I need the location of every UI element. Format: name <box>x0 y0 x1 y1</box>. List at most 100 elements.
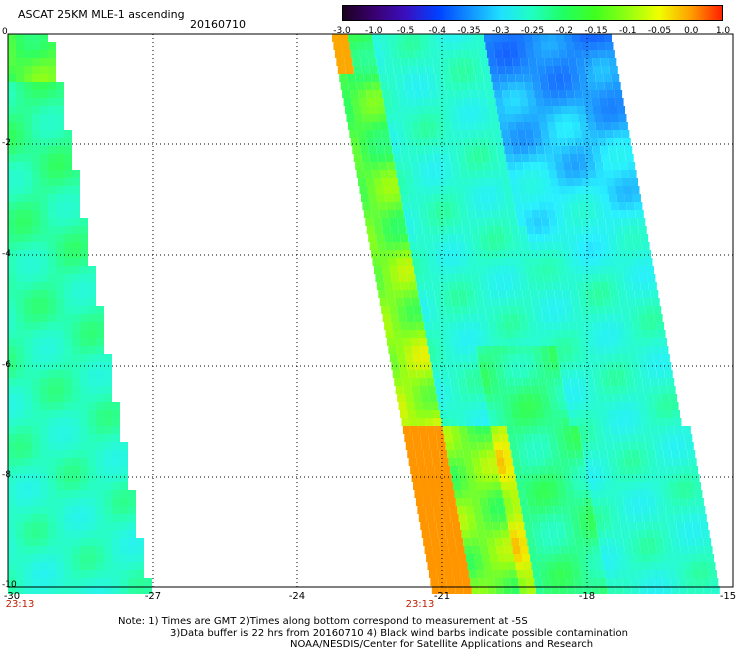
swath-cell <box>64 474 72 482</box>
swath-cell <box>501 306 510 314</box>
swath-cell <box>516 570 525 578</box>
swath-cell <box>120 538 128 546</box>
swath-cell <box>647 362 656 370</box>
swath-cell <box>534 90 543 98</box>
swath-cell <box>682 514 691 522</box>
swath-cell <box>438 138 447 146</box>
swath-cell <box>578 378 587 386</box>
swath-cell <box>454 90 463 98</box>
swath-cell <box>448 322 457 330</box>
swath-cell <box>579 386 588 394</box>
swath-cell <box>342 50 351 58</box>
swath-cell <box>515 74 524 82</box>
swath-cell <box>570 554 579 562</box>
swath-cell <box>499 122 508 130</box>
swath-cell <box>569 418 578 426</box>
swath-cell <box>589 42 598 50</box>
swath-cell <box>48 130 56 138</box>
swath-cell <box>397 42 406 50</box>
swath-cell <box>445 130 454 138</box>
swath-cell <box>527 98 536 106</box>
swath-cell <box>104 506 112 514</box>
swath-cell <box>64 506 72 514</box>
swath-cell <box>447 586 456 594</box>
swath-cell <box>80 498 88 506</box>
swath-cell <box>16 586 24 594</box>
swath-cell <box>450 202 459 210</box>
swath-cell <box>609 330 618 338</box>
swath-cell <box>554 290 563 298</box>
swath-cell <box>575 538 584 546</box>
swath-cell <box>128 578 136 586</box>
swath-cell <box>458 338 467 346</box>
swath-cell <box>72 514 80 522</box>
swath-cell <box>429 394 438 402</box>
swath-cell <box>569 66 578 74</box>
swath-cell <box>452 522 461 530</box>
swath-cell <box>24 570 32 578</box>
swath-cell <box>586 554 595 562</box>
swath-cell <box>687 450 696 458</box>
swath-cell <box>32 234 40 242</box>
swath-cell <box>80 482 88 490</box>
swath-cell <box>626 554 635 562</box>
swath-cell <box>648 322 657 330</box>
swath-cell <box>32 194 40 202</box>
swath-cell <box>432 194 441 202</box>
swath-cell <box>703 586 712 594</box>
swath-cell <box>622 314 631 322</box>
swath-cell <box>365 42 374 50</box>
swath-cell <box>533 354 542 362</box>
swath-cell <box>40 578 48 586</box>
swath-cell <box>518 50 527 58</box>
swath-cell <box>623 410 632 418</box>
swath-cell <box>423 498 432 506</box>
swath-cell <box>8 226 16 234</box>
swath-cell <box>442 466 451 474</box>
swath-cell <box>377 154 386 162</box>
swath-cell <box>355 122 364 130</box>
swath-cell <box>382 138 391 146</box>
swath-cell <box>604 434 613 442</box>
swath-cell <box>477 130 486 138</box>
swath-cell <box>466 378 475 386</box>
swath-cell <box>532 570 541 578</box>
swath-cell <box>595 386 604 394</box>
swath-cell <box>574 138 583 146</box>
swath-cell <box>24 274 32 282</box>
swath-cell <box>410 290 419 298</box>
swath-cell <box>509 482 518 490</box>
swath-cell <box>425 154 434 162</box>
swath-cell <box>615 586 624 594</box>
swath-cell <box>48 442 56 450</box>
swath-cell <box>504 282 513 290</box>
swath-cell <box>24 266 32 274</box>
swath-cell <box>80 274 88 282</box>
swath-cell <box>429 530 438 538</box>
swath-cell <box>64 154 72 162</box>
swath-cell <box>465 330 474 338</box>
swath-cell <box>602 378 611 386</box>
swath-cell <box>567 362 576 370</box>
swath-cell <box>487 586 496 594</box>
swath-cell <box>536 458 545 466</box>
swath-cell <box>591 186 600 194</box>
swath-cell <box>487 410 496 418</box>
swath-cell <box>56 370 64 378</box>
swath-cell <box>464 322 473 330</box>
swath-cell <box>40 218 48 226</box>
swath-cell <box>637 482 646 490</box>
swath-cell <box>525 354 534 362</box>
swath-cell <box>619 298 628 306</box>
swath-cell <box>636 258 645 266</box>
swath-cell <box>24 282 32 290</box>
swath-cell <box>515 474 524 482</box>
swath-cell <box>522 378 531 386</box>
swath-cell <box>40 42 48 50</box>
swath-cell <box>363 122 372 130</box>
swath-cell <box>564 82 573 90</box>
swath-cell <box>634 554 643 562</box>
swath-cell <box>120 562 128 570</box>
swath-cell <box>488 194 497 202</box>
swath-cell <box>498 426 507 434</box>
